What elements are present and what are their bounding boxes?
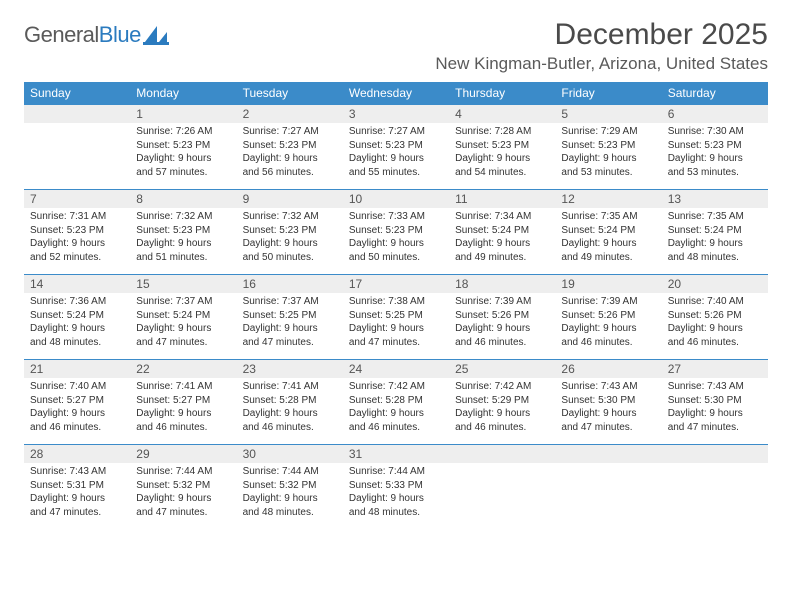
day-header: Thursday xyxy=(449,82,555,105)
day-content-cell xyxy=(449,463,555,529)
day-content-cell: Sunrise: 7:42 AMSunset: 5:29 PMDaylight:… xyxy=(449,378,555,445)
day-content-cell: Sunrise: 7:30 AMSunset: 5:23 PMDaylight:… xyxy=(662,123,768,190)
day-number-cell: 17 xyxy=(343,275,449,294)
day-number-cell: 19 xyxy=(555,275,661,294)
day-number-cell: 7 xyxy=(24,190,130,209)
day-content-cell: Sunrise: 7:39 AMSunset: 5:26 PMDaylight:… xyxy=(555,293,661,360)
logo-blue: Blue xyxy=(99,22,141,47)
day-content-cell: Sunrise: 7:44 AMSunset: 5:33 PMDaylight:… xyxy=(343,463,449,529)
day-number-cell: 20 xyxy=(662,275,768,294)
day-number-cell: 28 xyxy=(24,445,130,464)
month-title: December 2025 xyxy=(435,18,768,52)
day-number-cell xyxy=(449,445,555,464)
day-number-cell: 27 xyxy=(662,360,768,379)
day-content-row: Sunrise: 7:26 AMSunset: 5:23 PMDaylight:… xyxy=(24,123,768,190)
day-content-cell: Sunrise: 7:36 AMSunset: 5:24 PMDaylight:… xyxy=(24,293,130,360)
day-number-cell: 25 xyxy=(449,360,555,379)
day-header-row: SundayMondayTuesdayWednesdayThursdayFrid… xyxy=(24,82,768,105)
day-content-cell: Sunrise: 7:27 AMSunset: 5:23 PMDaylight:… xyxy=(237,123,343,190)
calendar-table: SundayMondayTuesdayWednesdayThursdayFrid… xyxy=(24,82,768,529)
day-content-cell: Sunrise: 7:38 AMSunset: 5:25 PMDaylight:… xyxy=(343,293,449,360)
day-number-cell xyxy=(24,105,130,124)
day-content-cell: Sunrise: 7:31 AMSunset: 5:23 PMDaylight:… xyxy=(24,208,130,275)
day-number-cell xyxy=(662,445,768,464)
day-content-cell: Sunrise: 7:27 AMSunset: 5:23 PMDaylight:… xyxy=(343,123,449,190)
day-content-cell xyxy=(24,123,130,190)
day-header: Sunday xyxy=(24,82,130,105)
day-number-cell: 1 xyxy=(130,105,236,124)
day-header: Monday xyxy=(130,82,236,105)
day-number-cell: 30 xyxy=(237,445,343,464)
day-header: Saturday xyxy=(662,82,768,105)
day-header: Tuesday xyxy=(237,82,343,105)
location-subtitle: New Kingman-Butler, Arizona, United Stat… xyxy=(435,54,768,74)
day-content-cell: Sunrise: 7:33 AMSunset: 5:23 PMDaylight:… xyxy=(343,208,449,275)
day-number-cell: 5 xyxy=(555,105,661,124)
day-content-cell: Sunrise: 7:42 AMSunset: 5:28 PMDaylight:… xyxy=(343,378,449,445)
day-content-cell: Sunrise: 7:40 AMSunset: 5:27 PMDaylight:… xyxy=(24,378,130,445)
logo-general: General xyxy=(24,22,99,47)
day-number-cell: 10 xyxy=(343,190,449,209)
day-number-cell: 11 xyxy=(449,190,555,209)
day-content-cell: Sunrise: 7:43 AMSunset: 5:30 PMDaylight:… xyxy=(555,378,661,445)
day-number-cell xyxy=(555,445,661,464)
day-number-row: 123456 xyxy=(24,105,768,124)
title-block: December 2025 New Kingman-Butler, Arizon… xyxy=(435,18,768,74)
header: GeneralBlue December 2025 New Kingman-Bu… xyxy=(24,18,768,74)
day-content-cell xyxy=(662,463,768,529)
day-content-cell: Sunrise: 7:43 AMSunset: 5:31 PMDaylight:… xyxy=(24,463,130,529)
day-number-cell: 14 xyxy=(24,275,130,294)
day-content-cell: Sunrise: 7:43 AMSunset: 5:30 PMDaylight:… xyxy=(662,378,768,445)
day-header: Wednesday xyxy=(343,82,449,105)
day-content-cell: Sunrise: 7:28 AMSunset: 5:23 PMDaylight:… xyxy=(449,123,555,190)
day-content-cell: Sunrise: 7:40 AMSunset: 5:26 PMDaylight:… xyxy=(662,293,768,360)
day-content-row: Sunrise: 7:43 AMSunset: 5:31 PMDaylight:… xyxy=(24,463,768,529)
day-content-cell: Sunrise: 7:34 AMSunset: 5:24 PMDaylight:… xyxy=(449,208,555,275)
day-number-cell: 24 xyxy=(343,360,449,379)
day-number-cell: 3 xyxy=(343,105,449,124)
day-content-cell: Sunrise: 7:35 AMSunset: 5:24 PMDaylight:… xyxy=(555,208,661,275)
day-number-cell: 8 xyxy=(130,190,236,209)
day-content-cell: Sunrise: 7:44 AMSunset: 5:32 PMDaylight:… xyxy=(237,463,343,529)
day-number-cell: 21 xyxy=(24,360,130,379)
day-number-cell: 15 xyxy=(130,275,236,294)
logo-sail-icon xyxy=(143,24,169,46)
day-number-cell: 29 xyxy=(130,445,236,464)
day-number-cell: 23 xyxy=(237,360,343,379)
day-content-cell: Sunrise: 7:41 AMSunset: 5:27 PMDaylight:… xyxy=(130,378,236,445)
day-content-cell: Sunrise: 7:32 AMSunset: 5:23 PMDaylight:… xyxy=(237,208,343,275)
day-number-cell: 26 xyxy=(555,360,661,379)
day-content-row: Sunrise: 7:31 AMSunset: 5:23 PMDaylight:… xyxy=(24,208,768,275)
logo: GeneralBlue xyxy=(24,18,169,48)
day-number-row: 21222324252627 xyxy=(24,360,768,379)
day-content-cell: Sunrise: 7:41 AMSunset: 5:28 PMDaylight:… xyxy=(237,378,343,445)
day-content-cell: Sunrise: 7:32 AMSunset: 5:23 PMDaylight:… xyxy=(130,208,236,275)
day-content-cell: Sunrise: 7:37 AMSunset: 5:24 PMDaylight:… xyxy=(130,293,236,360)
day-content-cell: Sunrise: 7:44 AMSunset: 5:32 PMDaylight:… xyxy=(130,463,236,529)
day-number-cell: 13 xyxy=(662,190,768,209)
day-content-row: Sunrise: 7:36 AMSunset: 5:24 PMDaylight:… xyxy=(24,293,768,360)
day-content-row: Sunrise: 7:40 AMSunset: 5:27 PMDaylight:… xyxy=(24,378,768,445)
day-number-row: 78910111213 xyxy=(24,190,768,209)
day-content-cell: Sunrise: 7:39 AMSunset: 5:26 PMDaylight:… xyxy=(449,293,555,360)
day-number-cell: 6 xyxy=(662,105,768,124)
day-content-cell: Sunrise: 7:26 AMSunset: 5:23 PMDaylight:… xyxy=(130,123,236,190)
day-number-cell: 16 xyxy=(237,275,343,294)
day-number-cell: 31 xyxy=(343,445,449,464)
day-number-cell: 12 xyxy=(555,190,661,209)
day-number-cell: 18 xyxy=(449,275,555,294)
day-number-row: 14151617181920 xyxy=(24,275,768,294)
day-number-cell: 22 xyxy=(130,360,236,379)
day-number-cell: 2 xyxy=(237,105,343,124)
day-number-row: 28293031 xyxy=(24,445,768,464)
logo-text: GeneralBlue xyxy=(24,22,141,48)
day-number-cell: 4 xyxy=(449,105,555,124)
day-content-cell: Sunrise: 7:29 AMSunset: 5:23 PMDaylight:… xyxy=(555,123,661,190)
day-number-cell: 9 xyxy=(237,190,343,209)
day-header: Friday xyxy=(555,82,661,105)
day-content-cell xyxy=(555,463,661,529)
day-content-cell: Sunrise: 7:37 AMSunset: 5:25 PMDaylight:… xyxy=(237,293,343,360)
day-content-cell: Sunrise: 7:35 AMSunset: 5:24 PMDaylight:… xyxy=(662,208,768,275)
